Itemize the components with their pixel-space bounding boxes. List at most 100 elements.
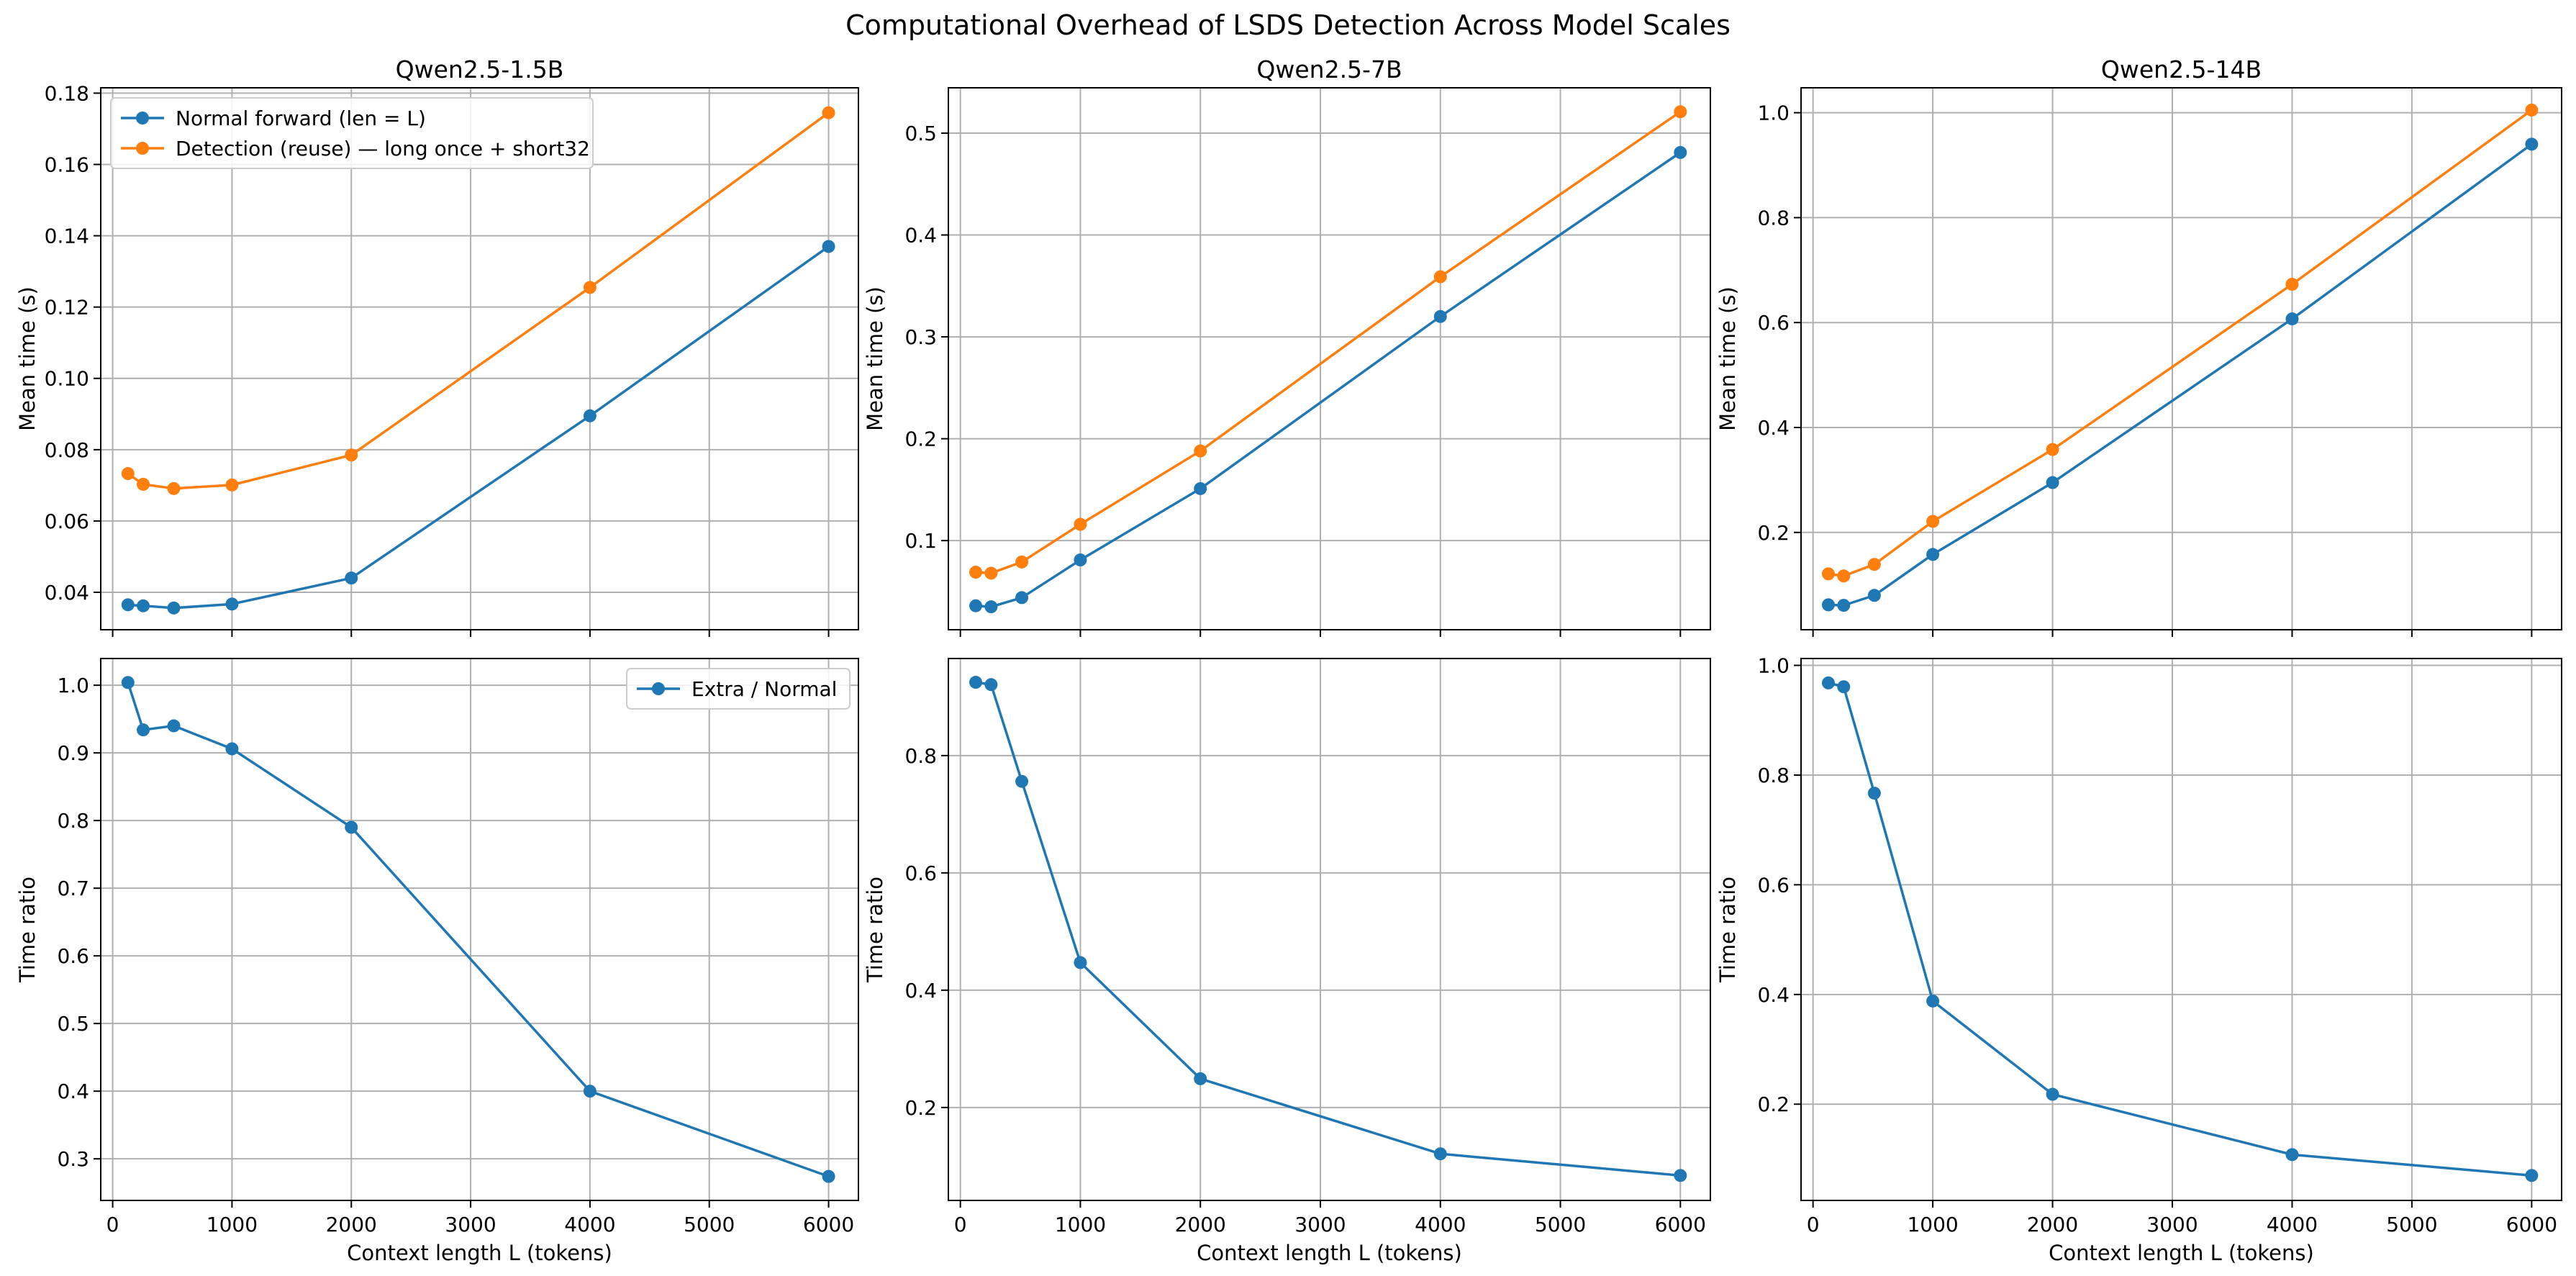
- series-line-1: [975, 110, 1682, 575]
- data-point: [1674, 145, 1687, 159]
- legend-marker: [652, 682, 665, 695]
- y-tick-label: 1.0: [1757, 101, 1790, 125]
- legend-box: [110, 97, 594, 169]
- y-axis-label: Time ratio: [1715, 877, 1740, 983]
- subplot-title: Qwen2.5-7B: [1256, 55, 1402, 83]
- data-point: [1015, 555, 1029, 569]
- data-point: [969, 599, 983, 612]
- y-tick-label: 0.8: [904, 744, 937, 768]
- y-tick-label: 0.8: [1757, 764, 1790, 787]
- y-tick-label: 0.5: [904, 122, 937, 145]
- y-tick-label: 0.4: [1757, 983, 1790, 1007]
- data-point: [984, 600, 998, 614]
- axes-frame: [1800, 87, 2562, 630]
- subplot-bot-1-5b: 0 1000 2000 3000 4000 5000 6000 0.3 0.4 0.5 0.6 0.7…: [15, 658, 859, 1265]
- data-point: [121, 598, 135, 612]
- y-tick-label: 0.9: [57, 741, 89, 765]
- data-point: [137, 599, 150, 612]
- data-point: [1194, 481, 1207, 495]
- x-tick-label: 4000: [1415, 1213, 1466, 1236]
- y-tick-label: 0.2: [904, 1096, 937, 1120]
- data-point: [2525, 1169, 2539, 1182]
- x-tick-label: 3000: [1294, 1213, 1346, 1236]
- y-tick-label: 0.6: [1757, 873, 1790, 897]
- x-tick-label: 6000: [803, 1213, 854, 1236]
- y-tick-label: 0.4: [904, 979, 937, 1003]
- x-axis-label: Context length L (tokens): [347, 1241, 612, 1265]
- data-point: [345, 571, 358, 585]
- y-tick-label: 0.1: [904, 529, 937, 553]
- y-tick-label: 0.8: [1757, 206, 1790, 230]
- y-tick-label: 0.14: [45, 225, 89, 248]
- y-tick-label: 1.0: [1757, 654, 1790, 678]
- data-point: [1867, 787, 1881, 800]
- legend-label: Extra / Normal: [691, 677, 837, 701]
- data-point: [1821, 676, 1835, 689]
- axes-frame: [100, 87, 859, 630]
- data-point: [345, 448, 358, 462]
- data-point: [1433, 270, 1447, 284]
- series-line-0: [1828, 142, 2533, 607]
- y-tick-label: 0.4: [904, 224, 937, 248]
- y-tick-label: 0.2: [1757, 1092, 1790, 1116]
- data-point: [822, 106, 835, 119]
- data-point: [167, 481, 181, 495]
- data-point: [1867, 589, 1881, 602]
- y-tick-label: 0.3: [904, 325, 937, 349]
- y-tick-label: 1.0: [57, 674, 89, 697]
- x-tick-label: 4000: [564, 1213, 615, 1236]
- y-tick-label: 0.4: [1757, 416, 1790, 440]
- y-tick-label: 0.8: [57, 809, 89, 833]
- x-axis-label: Context length L (tokens): [2049, 1241, 2314, 1265]
- legend-marker: [136, 142, 149, 155]
- data-point: [121, 676, 135, 689]
- data-point: [1194, 444, 1207, 458]
- y-axis-label: Time ratio: [15, 877, 40, 983]
- data-point: [1837, 599, 1851, 612]
- data-point: [1926, 548, 1940, 561]
- y-axis-label: Mean time (s): [15, 286, 40, 431]
- x-tick-label: 6000: [2506, 1213, 2557, 1236]
- data-point: [1821, 567, 1835, 581]
- data-point: [1821, 598, 1835, 612]
- data-point: [583, 1085, 597, 1098]
- figure-title: Computational Overhead of LSDS Detection…: [845, 9, 1731, 41]
- data-point: [1674, 105, 1687, 119]
- data-point: [2525, 103, 2539, 117]
- data-point: [2046, 1087, 2059, 1101]
- x-tick-label: 0: [1807, 1213, 1820, 1236]
- legend-box: [626, 668, 851, 710]
- data-point: [1074, 553, 1087, 567]
- data-point: [1074, 517, 1087, 531]
- data-point: [1926, 515, 1940, 528]
- x-axis-label: Context length L (tokens): [1197, 1241, 1462, 1265]
- y-axis-label: Mean time (s): [863, 286, 887, 431]
- x-tick-label: 3000: [2146, 1213, 2198, 1236]
- x-tick-label: 0: [954, 1213, 967, 1236]
- data-point: [822, 1169, 835, 1183]
- x-tick-label: 5000: [1535, 1213, 1586, 1236]
- legend: Normal forward (len = L) Detection (reuse…: [110, 97, 594, 169]
- subplot-top-1-5b: 0.04 0.06 0.08 0.10 0.12 0.14 0.16 0.18 Qwen2.5-…: [15, 55, 859, 637]
- data-point: [1837, 569, 1851, 583]
- y-tick-label: 0.2: [1757, 521, 1790, 545]
- y-tick-label: 0.6: [904, 861, 937, 885]
- series-line-0: [1828, 682, 2532, 1177]
- data-point: [984, 566, 998, 580]
- y-tick-label: 0.6: [57, 944, 89, 968]
- data-point: [2285, 312, 2299, 326]
- data-point: [225, 597, 239, 611]
- y-tick-label: 0.5: [57, 1012, 89, 1036]
- data-point: [1433, 1147, 1447, 1161]
- y-tick-label: 0.08: [45, 438, 89, 462]
- y-tick-label: 0.7: [57, 877, 89, 900]
- x-tick-label: 4000: [2267, 1213, 2318, 1236]
- y-tick-label: 0.6: [1757, 311, 1790, 335]
- y-tick-label: 0.10: [45, 367, 89, 391]
- axes-frame: [1800, 658, 2562, 1201]
- data-point: [583, 409, 597, 422]
- x-tick-label: 5000: [684, 1213, 735, 1236]
- y-tick-label: 0.3: [57, 1147, 89, 1171]
- x-tick-label: 2000: [326, 1213, 377, 1236]
- data-point: [1926, 994, 1940, 1008]
